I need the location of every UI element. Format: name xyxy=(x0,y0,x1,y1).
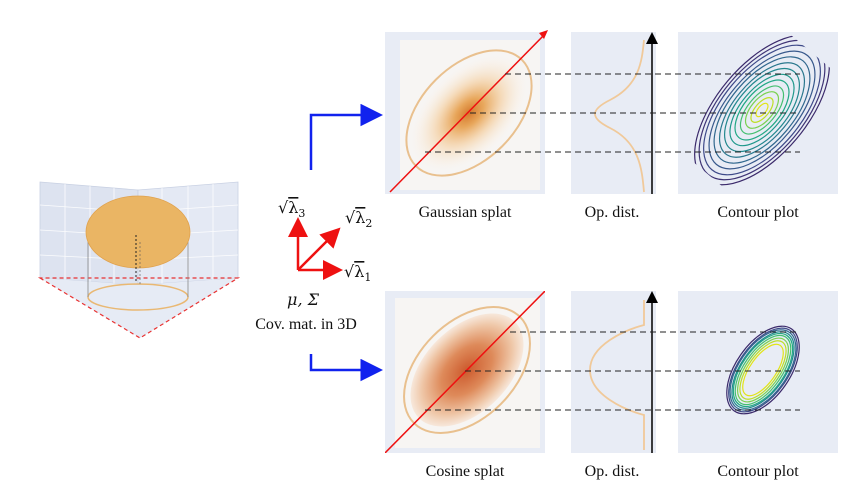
dashed-lines-bottom xyxy=(425,331,800,411)
cosine-splat-panel xyxy=(385,291,545,453)
blue-arrow-bottom xyxy=(309,354,383,382)
caption-contour-bottom: Contour plot xyxy=(717,463,799,480)
lambda2-label: √λ2 xyxy=(345,208,372,230)
contour-panel-bottom xyxy=(678,291,838,453)
lambda3-label: √λ3 xyxy=(278,198,305,220)
covariance-label: Cov. mat. in 3D xyxy=(255,316,357,333)
mu-sigma-label: μ, Σ xyxy=(287,290,320,309)
caption-op-dist-top: Op. dist. xyxy=(585,204,640,221)
blue-arrow-top xyxy=(309,103,383,170)
gaussian-diagonal-arrowhead xyxy=(539,30,548,39)
contour-panel-top xyxy=(678,32,838,194)
caption-gaussian-splat: Gaussian splat xyxy=(419,204,512,221)
op-dist-curve-top xyxy=(594,39,645,193)
3d-floor-dashed-border xyxy=(37,277,241,339)
dashed-lines-top xyxy=(425,73,800,153)
svg-text:√λ2: √λ2 xyxy=(345,208,372,230)
3d-floor xyxy=(40,278,238,338)
lambda1-label: √λ1 xyxy=(344,262,371,284)
caption-cosine-splat: Cosine splat xyxy=(426,463,505,480)
3d-view xyxy=(37,181,241,339)
gaussian-splat-panel xyxy=(385,30,548,194)
eigen-axes xyxy=(288,217,343,280)
op-dist-panel-bottom xyxy=(571,291,658,453)
3d-ellipsoid xyxy=(85,195,191,269)
lambda2-axis xyxy=(297,227,341,271)
cosine-splat-diagonal xyxy=(385,291,545,453)
caption-contour-top: Contour plot xyxy=(717,204,799,221)
svg-text:√λ1: √λ1 xyxy=(344,262,371,284)
gaussian-splat-diagonal xyxy=(389,33,545,193)
caption-op-dist-bottom: Op. dist. xyxy=(585,463,640,480)
svg-text:√λ3: √λ3 xyxy=(278,198,305,220)
